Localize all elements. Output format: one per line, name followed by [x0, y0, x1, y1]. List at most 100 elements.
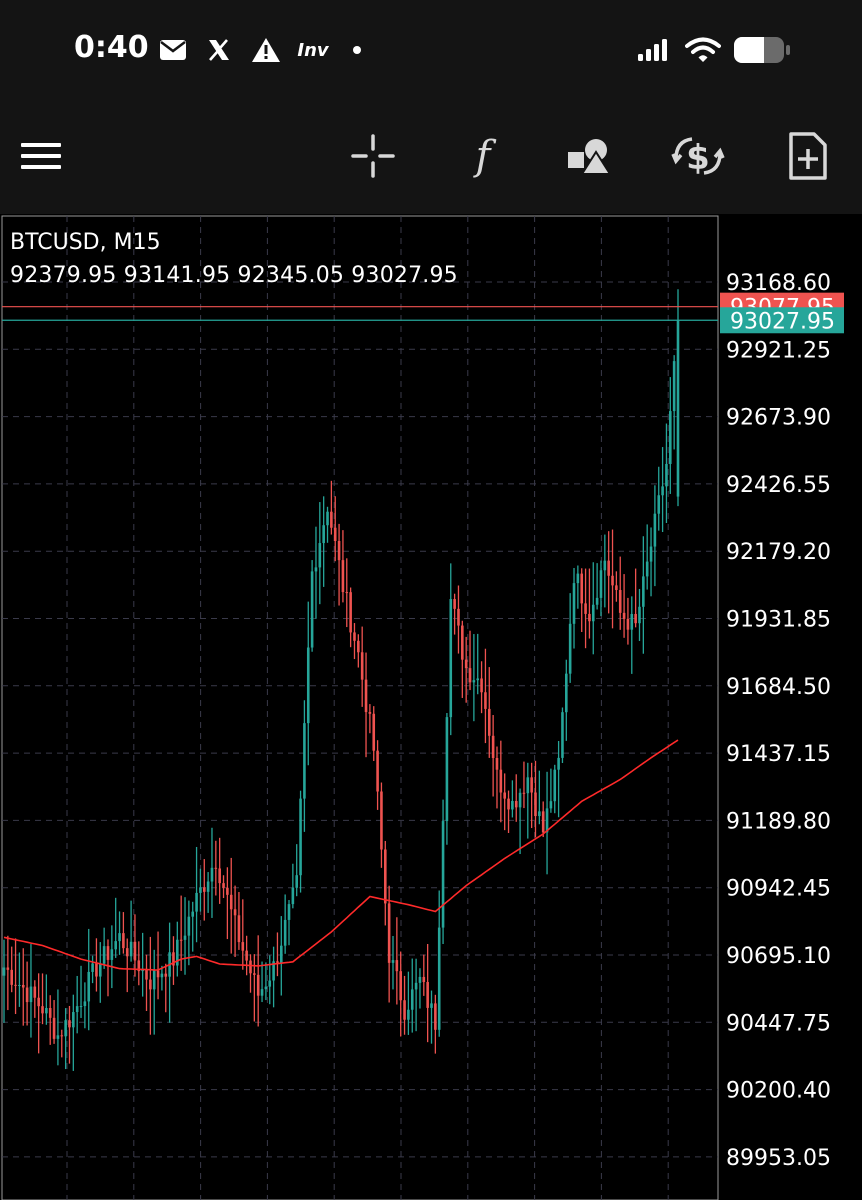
candle-body	[557, 757, 560, 770]
candle-body	[64, 1020, 67, 1037]
candle-body	[357, 640, 360, 653]
objects-icon	[568, 139, 612, 175]
candle-body	[464, 659, 468, 669]
crosshair-button[interactable]	[345, 130, 401, 182]
candle-body	[79, 1006, 83, 1008]
candle-body	[83, 1001, 87, 1007]
status-bar: 0:40 Inv	[0, 0, 862, 100]
candle-body	[622, 612, 626, 619]
candle-body	[545, 808, 549, 833]
candle-body	[345, 592, 349, 594]
candle-body	[530, 777, 533, 793]
candle-body	[218, 868, 221, 884]
candle-body	[306, 647, 310, 724]
indicator-f-icon: f	[475, 133, 491, 179]
investing-app-icon: Inv	[297, 39, 329, 61]
candle-body	[191, 911, 195, 917]
candle-body	[41, 1006, 44, 1014]
candle-body	[326, 511, 329, 526]
candle-body	[418, 976, 422, 983]
candle-body	[202, 887, 206, 892]
candle-body	[33, 986, 37, 998]
y-tick-label: 90200.40	[726, 1079, 831, 1104]
candle-body	[195, 892, 198, 912]
candle-body	[21, 984, 25, 988]
candle-body	[399, 971, 402, 1001]
candle-body	[665, 463, 668, 487]
candle-body	[256, 974, 260, 996]
candle-body	[318, 543, 322, 568]
battery-icon	[732, 36, 792, 64]
candle-body	[291, 887, 295, 905]
candle-body	[29, 986, 33, 1003]
candle-body	[511, 800, 514, 810]
y-tick-label: 89953.05	[726, 1146, 831, 1171]
y-tick-label: 91437.15	[726, 742, 831, 767]
candle-body	[576, 573, 580, 584]
candle-body	[549, 801, 553, 809]
candle-body	[245, 950, 248, 961]
moving-average-line	[3, 739, 679, 971]
candle-body	[484, 692, 487, 709]
y-tick-label: 91684.50	[726, 675, 831, 700]
candle-body	[580, 573, 584, 604]
candle-body	[468, 668, 472, 683]
candle-body	[187, 916, 191, 936]
candle-body	[322, 525, 325, 544]
candle-body	[2, 967, 6, 976]
y-tick-label: 91189.80	[726, 809, 831, 834]
candle-body	[380, 791, 383, 850]
candle-body	[364, 679, 368, 713]
candle-body	[183, 935, 187, 940]
candle-body	[222, 883, 225, 888]
candle-body	[645, 561, 649, 577]
chart-frame	[1, 215, 719, 1200]
trade-button[interactable]: $	[670, 130, 726, 182]
candle-body	[449, 599, 453, 718]
candle-body	[565, 673, 568, 713]
new-order-button[interactable]	[780, 130, 836, 182]
candle-body	[642, 576, 645, 607]
y-tick-label: 92921.25	[726, 338, 831, 363]
menu-button[interactable]	[14, 130, 70, 182]
candle-body	[206, 881, 210, 892]
candle-body	[360, 652, 364, 680]
objects-button[interactable]	[562, 130, 618, 182]
candle-body	[676, 320, 680, 497]
candle-body	[283, 919, 287, 946]
indicators-button[interactable]: f	[455, 130, 511, 182]
candle-body	[541, 811, 545, 833]
candle-body	[383, 849, 387, 904]
chart-symbol-title: BTCUSD, M15	[10, 230, 161, 255]
candle-body	[561, 712, 564, 758]
candle-body	[572, 583, 576, 624]
candle-body	[268, 980, 272, 987]
candle-body	[249, 960, 252, 974]
warning-icon	[250, 36, 282, 64]
candle-body	[314, 567, 318, 572]
candle-body	[553, 769, 557, 802]
candle-body	[68, 1020, 71, 1028]
y-tick-label: 92673.90	[726, 406, 831, 431]
candle-body	[615, 585, 618, 591]
candle-body	[538, 811, 541, 817]
candle-body	[403, 1000, 406, 1020]
candle-body	[310, 571, 314, 648]
candle-body	[657, 495, 661, 514]
candle-body	[276, 961, 279, 963]
y-tick-label: 92179.20	[726, 540, 831, 565]
candle-body	[522, 792, 526, 794]
candle-body	[233, 909, 237, 916]
candle-body	[229, 894, 233, 910]
candle-body	[341, 560, 345, 593]
candle-body	[129, 941, 133, 957]
candle-body	[125, 948, 129, 957]
candle-body	[210, 867, 214, 882]
candle-body	[110, 949, 114, 960]
candle-body	[491, 735, 495, 758]
svg-text:$: $	[686, 138, 710, 178]
candle-body	[25, 987, 29, 1003]
candle-body	[280, 945, 283, 963]
candle-body	[584, 603, 587, 614]
